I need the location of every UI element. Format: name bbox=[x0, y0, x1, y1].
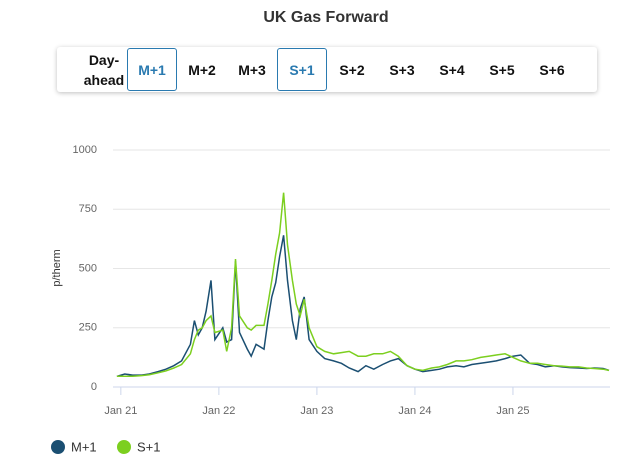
tab-button[interactable]: S+2 bbox=[339, 61, 365, 78]
legend-label: M+1 bbox=[71, 439, 97, 454]
tab-button[interactable]: Day-ahead bbox=[83, 51, 125, 88]
chart-title: UK Gas Forward bbox=[263, 9, 388, 26]
x-tick-label: Jan 21 bbox=[104, 405, 137, 417]
x-tick-label: Jan 22 bbox=[202, 405, 235, 417]
series-line bbox=[116, 192, 610, 378]
legend-marker bbox=[117, 440, 131, 454]
tab-button[interactable]: S+5 bbox=[489, 61, 515, 78]
tab-button[interactable]: S+3 bbox=[389, 61, 415, 78]
button-bar: Day-ahead M+1 M+2 M+3 S+1 S+2 S+3 S+4 S+5 S+6 bbox=[57, 47, 597, 92]
tab-button[interactable]: M+1 bbox=[127, 48, 177, 91]
y-tick-label: 750 bbox=[79, 203, 97, 215]
y-axis-label: p/therm bbox=[51, 249, 63, 286]
y-tick-label: 250 bbox=[79, 322, 97, 334]
tab-button[interactable]: M+3 bbox=[238, 61, 266, 78]
tab-button[interactable]: S+4 bbox=[439, 61, 465, 78]
tab-button[interactable]: S+6 bbox=[539, 61, 565, 78]
legend-label: S+1 bbox=[137, 439, 161, 454]
series-line bbox=[116, 235, 610, 378]
y-tick-label: 500 bbox=[79, 262, 97, 274]
tab-button[interactable]: M+2 bbox=[188, 61, 216, 78]
x-tick-label: Jan 23 bbox=[300, 405, 333, 417]
y-tick-label: 0 bbox=[91, 381, 97, 393]
legend-marker bbox=[51, 440, 65, 454]
y-tick-label: 1000 bbox=[73, 144, 97, 156]
tab-button[interactable]: S+1 bbox=[277, 48, 327, 91]
x-tick-label: Jan 24 bbox=[398, 405, 431, 417]
x-tick-label: Jan 25 bbox=[496, 405, 529, 417]
